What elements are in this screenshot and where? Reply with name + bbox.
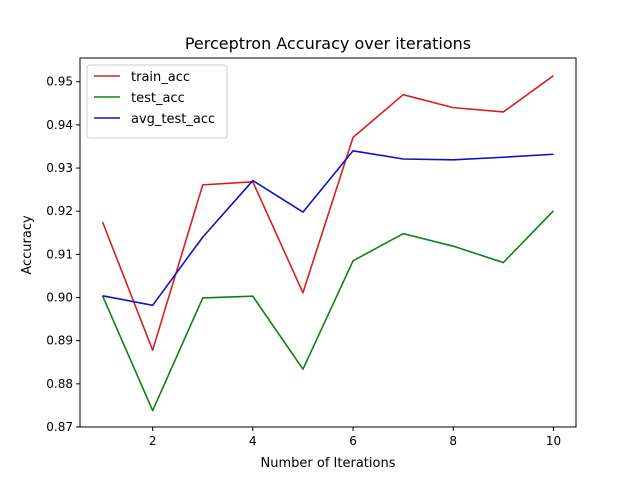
y-tick-label: 0.89	[46, 334, 73, 348]
legend-label-test_acc: test_acc	[131, 91, 185, 106]
legend-box	[86, 64, 228, 139]
legend-label-avg_test_acc: avg_test_acc	[131, 112, 215, 127]
legend-label-train_acc: train_acc	[131, 70, 190, 85]
legend: train_acc test_acc avg_test_acc	[86, 64, 228, 139]
y-tick-label: 0.90	[46, 291, 73, 305]
y-tick-label: 0.93	[46, 161, 73, 175]
series-line-test_acc	[101, 210, 555, 412]
x-tick-label: 2	[149, 434, 157, 448]
axes-frame	[79, 57, 577, 428]
series-line-train_acc	[101, 75, 554, 351]
y-tick-label: 0.92	[46, 204, 73, 218]
x-tick-label: 4	[249, 434, 257, 448]
y-tick-label: 0.95	[46, 75, 73, 89]
series-lines	[101, 75, 555, 412]
chart-title: Perceptron Accuracy over iterations	[185, 34, 471, 53]
axes	[79, 57, 577, 428]
ticks: 2 4 6 8 10 0.87 0.88 0.89 0.90 0.91 0.92 0.93 0.94 0.…	[46, 75, 561, 448]
y-tick-label: 0.94	[46, 118, 73, 132]
series-line-avg_test_acc	[102, 149, 554, 307]
x-tick-label: 10	[546, 434, 561, 448]
y-tick-label: 0.91	[46, 247, 73, 261]
y-axis-label: Accuracy	[20, 215, 35, 275]
x-tick-label: 8	[449, 434, 457, 448]
y-tick-label: 0.88	[46, 377, 73, 391]
x-axis-label: Number of Iterations	[261, 456, 396, 471]
x-tick-label: 6	[349, 434, 357, 448]
y-tick-label: 0.87	[46, 420, 73, 434]
